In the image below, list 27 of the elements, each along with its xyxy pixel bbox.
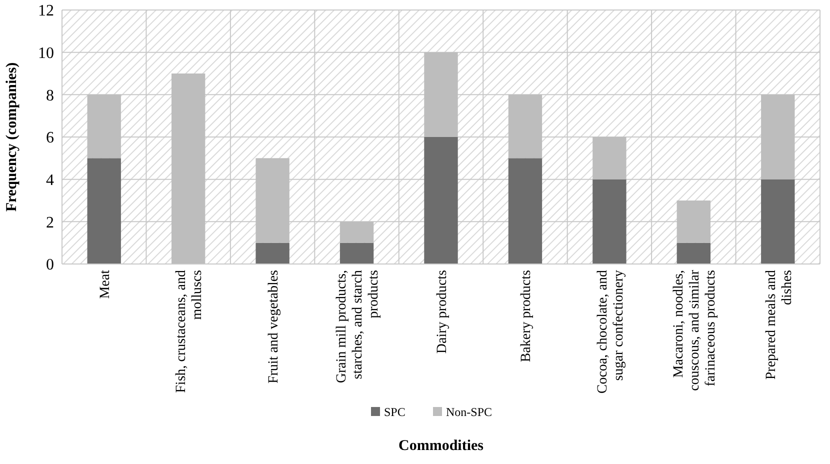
bar xyxy=(340,242,374,264)
x-tick-label: Grain mill products, starches, and starch products xyxy=(334,270,382,384)
y-tick-label: 0 xyxy=(46,256,54,274)
x-tick-label: Meat xyxy=(98,270,114,299)
bar xyxy=(761,179,795,264)
legend-label: Non-SPC xyxy=(446,405,492,420)
bar xyxy=(676,242,711,264)
x-tick-label: Bakery products xyxy=(519,270,534,362)
x-tick-label: Cocoa, chocolate, and sugar confectionery xyxy=(595,270,626,394)
legend-label: SPC xyxy=(384,405,406,420)
y-tick-label: 4 xyxy=(46,172,54,189)
x-tick-label: Fruit and vegetables xyxy=(266,270,282,384)
bar xyxy=(592,179,626,264)
x-tick-label: Fish, crustaceans, and molluscs xyxy=(174,270,206,393)
y-tick-label: 8 xyxy=(46,87,54,104)
y-tick-label: 2 xyxy=(46,214,54,232)
x-tick-label: Dairy products xyxy=(434,270,450,354)
x-tick-label: Prepared meals and dishes xyxy=(764,270,795,380)
y-tick-label: 12 xyxy=(38,2,54,20)
x-axis-title: Commodities xyxy=(398,438,484,454)
y-tick-label: 6 xyxy=(46,130,54,147)
bar xyxy=(508,158,542,264)
bar xyxy=(256,242,290,264)
y-tick-label: 10 xyxy=(38,44,54,62)
bar xyxy=(424,137,458,264)
bar xyxy=(87,158,121,264)
y-axis-title: Frequency (companies) xyxy=(4,62,20,212)
